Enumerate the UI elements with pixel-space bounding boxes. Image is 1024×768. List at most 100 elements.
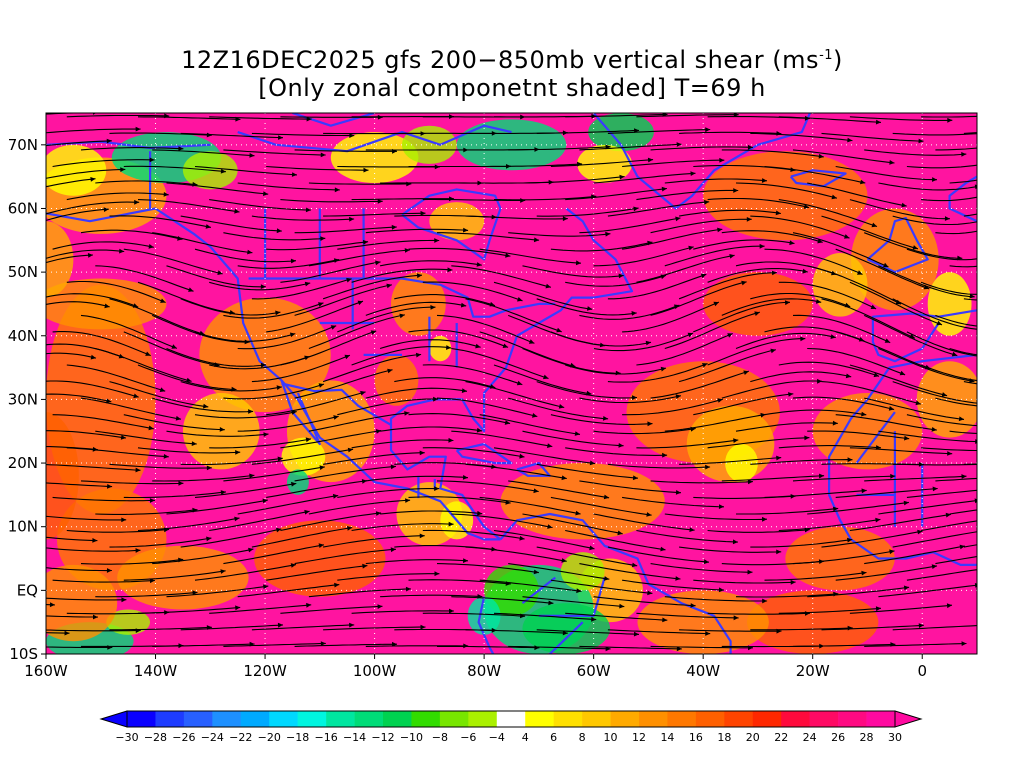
streamline-arrow <box>889 160 895 165</box>
streamline <box>950 97 1024 100</box>
streamline-arrow <box>631 562 638 568</box>
streamline-arrow <box>193 677 198 682</box>
streamline <box>365 475 469 482</box>
streamline <box>123 331 220 367</box>
streamline-arrow <box>549 98 554 103</box>
streamline-arrow <box>586 390 592 396</box>
streamline-arrow <box>717 227 723 233</box>
streamline-arrow <box>103 207 109 212</box>
shading-patch <box>281 437 326 476</box>
streamline <box>550 579 653 594</box>
streamline-arrow <box>463 558 468 563</box>
streamline <box>721 475 825 482</box>
streamline-arrow <box>974 184 977 190</box>
lat-tick-label: 40N <box>8 327 38 345</box>
streamline-arrow <box>818 153 824 159</box>
streamline-arrow <box>399 313 405 319</box>
streamline-arrow <box>405 586 411 592</box>
streamline <box>294 226 397 234</box>
streamline-arrow <box>419 533 425 539</box>
streamline <box>607 463 711 469</box>
streamline <box>52 414 154 430</box>
streamline <box>380 594 483 598</box>
streamline-arrow <box>719 157 725 163</box>
streamline <box>451 265 552 288</box>
streamline <box>365 645 469 647</box>
streamline-arrow <box>275 310 281 316</box>
streamline-arrow <box>918 623 924 628</box>
streamline <box>351 523 454 532</box>
streamline <box>778 518 881 532</box>
streamline <box>436 314 535 344</box>
streamline-arrow <box>690 603 696 608</box>
colorbar-swatch <box>610 711 640 727</box>
streamline-arrow <box>106 398 112 404</box>
streamline <box>308 412 410 432</box>
streamline <box>579 304 680 320</box>
streamline-arrow <box>491 546 497 552</box>
streamline <box>46 140 112 147</box>
streamline <box>223 383 325 400</box>
colorbar-swatch <box>553 711 583 727</box>
streamline <box>109 298 205 336</box>
streamline <box>835 487 938 498</box>
streamline <box>835 414 937 431</box>
streamline-arrow <box>924 364 931 370</box>
streamline <box>565 364 667 375</box>
streamline-arrow <box>305 437 311 443</box>
streamline-arrow <box>987 402 992 407</box>
streamline <box>379 260 482 267</box>
streamline-arrow <box>915 400 921 406</box>
streamline <box>522 513 623 535</box>
colorbar-swatch <box>468 711 498 727</box>
streamline <box>678 349 776 383</box>
streamline-arrow <box>461 388 467 393</box>
streamline <box>237 182 340 191</box>
streamline-arrow <box>747 479 753 485</box>
streamline <box>465 215 568 220</box>
streamline <box>194 564 297 581</box>
streamline-arrow <box>545 283 551 289</box>
streamline-arrow <box>335 676 340 681</box>
streamline-arrow <box>320 641 326 646</box>
streamline <box>507 314 606 347</box>
streamline <box>308 499 411 515</box>
streamline-arrow <box>87 253 93 258</box>
streamline-arrow <box>193 99 198 104</box>
streamline-arrow <box>946 603 952 609</box>
colorbar-swatch <box>724 711 754 727</box>
streamline <box>294 149 397 152</box>
streamline-arrow <box>206 465 212 471</box>
streamline <box>408 329 509 348</box>
streamline-arrow <box>599 342 606 348</box>
streamline <box>778 199 878 228</box>
streamline <box>565 113 668 118</box>
streamline-arrow <box>214 362 220 367</box>
streamline-arrow <box>936 320 942 326</box>
streamline <box>949 347 977 356</box>
streamline <box>322 353 422 383</box>
streamline <box>180 381 282 392</box>
streamline <box>323 212 426 217</box>
streamline-arrow <box>933 659 938 664</box>
streamline-arrow <box>871 222 877 228</box>
streamline <box>864 149 967 156</box>
streamline <box>493 612 597 621</box>
streamline-arrow <box>347 447 354 453</box>
latitude-axis: 70N 60N 50N 40N 30N 20N 10N EQ 10S <box>8 136 46 663</box>
streamline-arrow <box>360 390 366 396</box>
streamline-arrow <box>178 481 184 486</box>
streamline <box>123 570 226 581</box>
streamline-arrow <box>974 498 977 504</box>
streamline <box>764 165 866 184</box>
streamline-arrow <box>420 210 426 216</box>
streamline <box>152 149 255 157</box>
streamline-arrow <box>689 527 695 532</box>
streamline <box>408 413 511 425</box>
streamline <box>622 579 725 591</box>
streamline <box>508 563 610 580</box>
streamline <box>807 100 909 104</box>
streamline <box>550 414 653 425</box>
streamline <box>565 529 666 551</box>
shading-patch <box>637 590 769 654</box>
